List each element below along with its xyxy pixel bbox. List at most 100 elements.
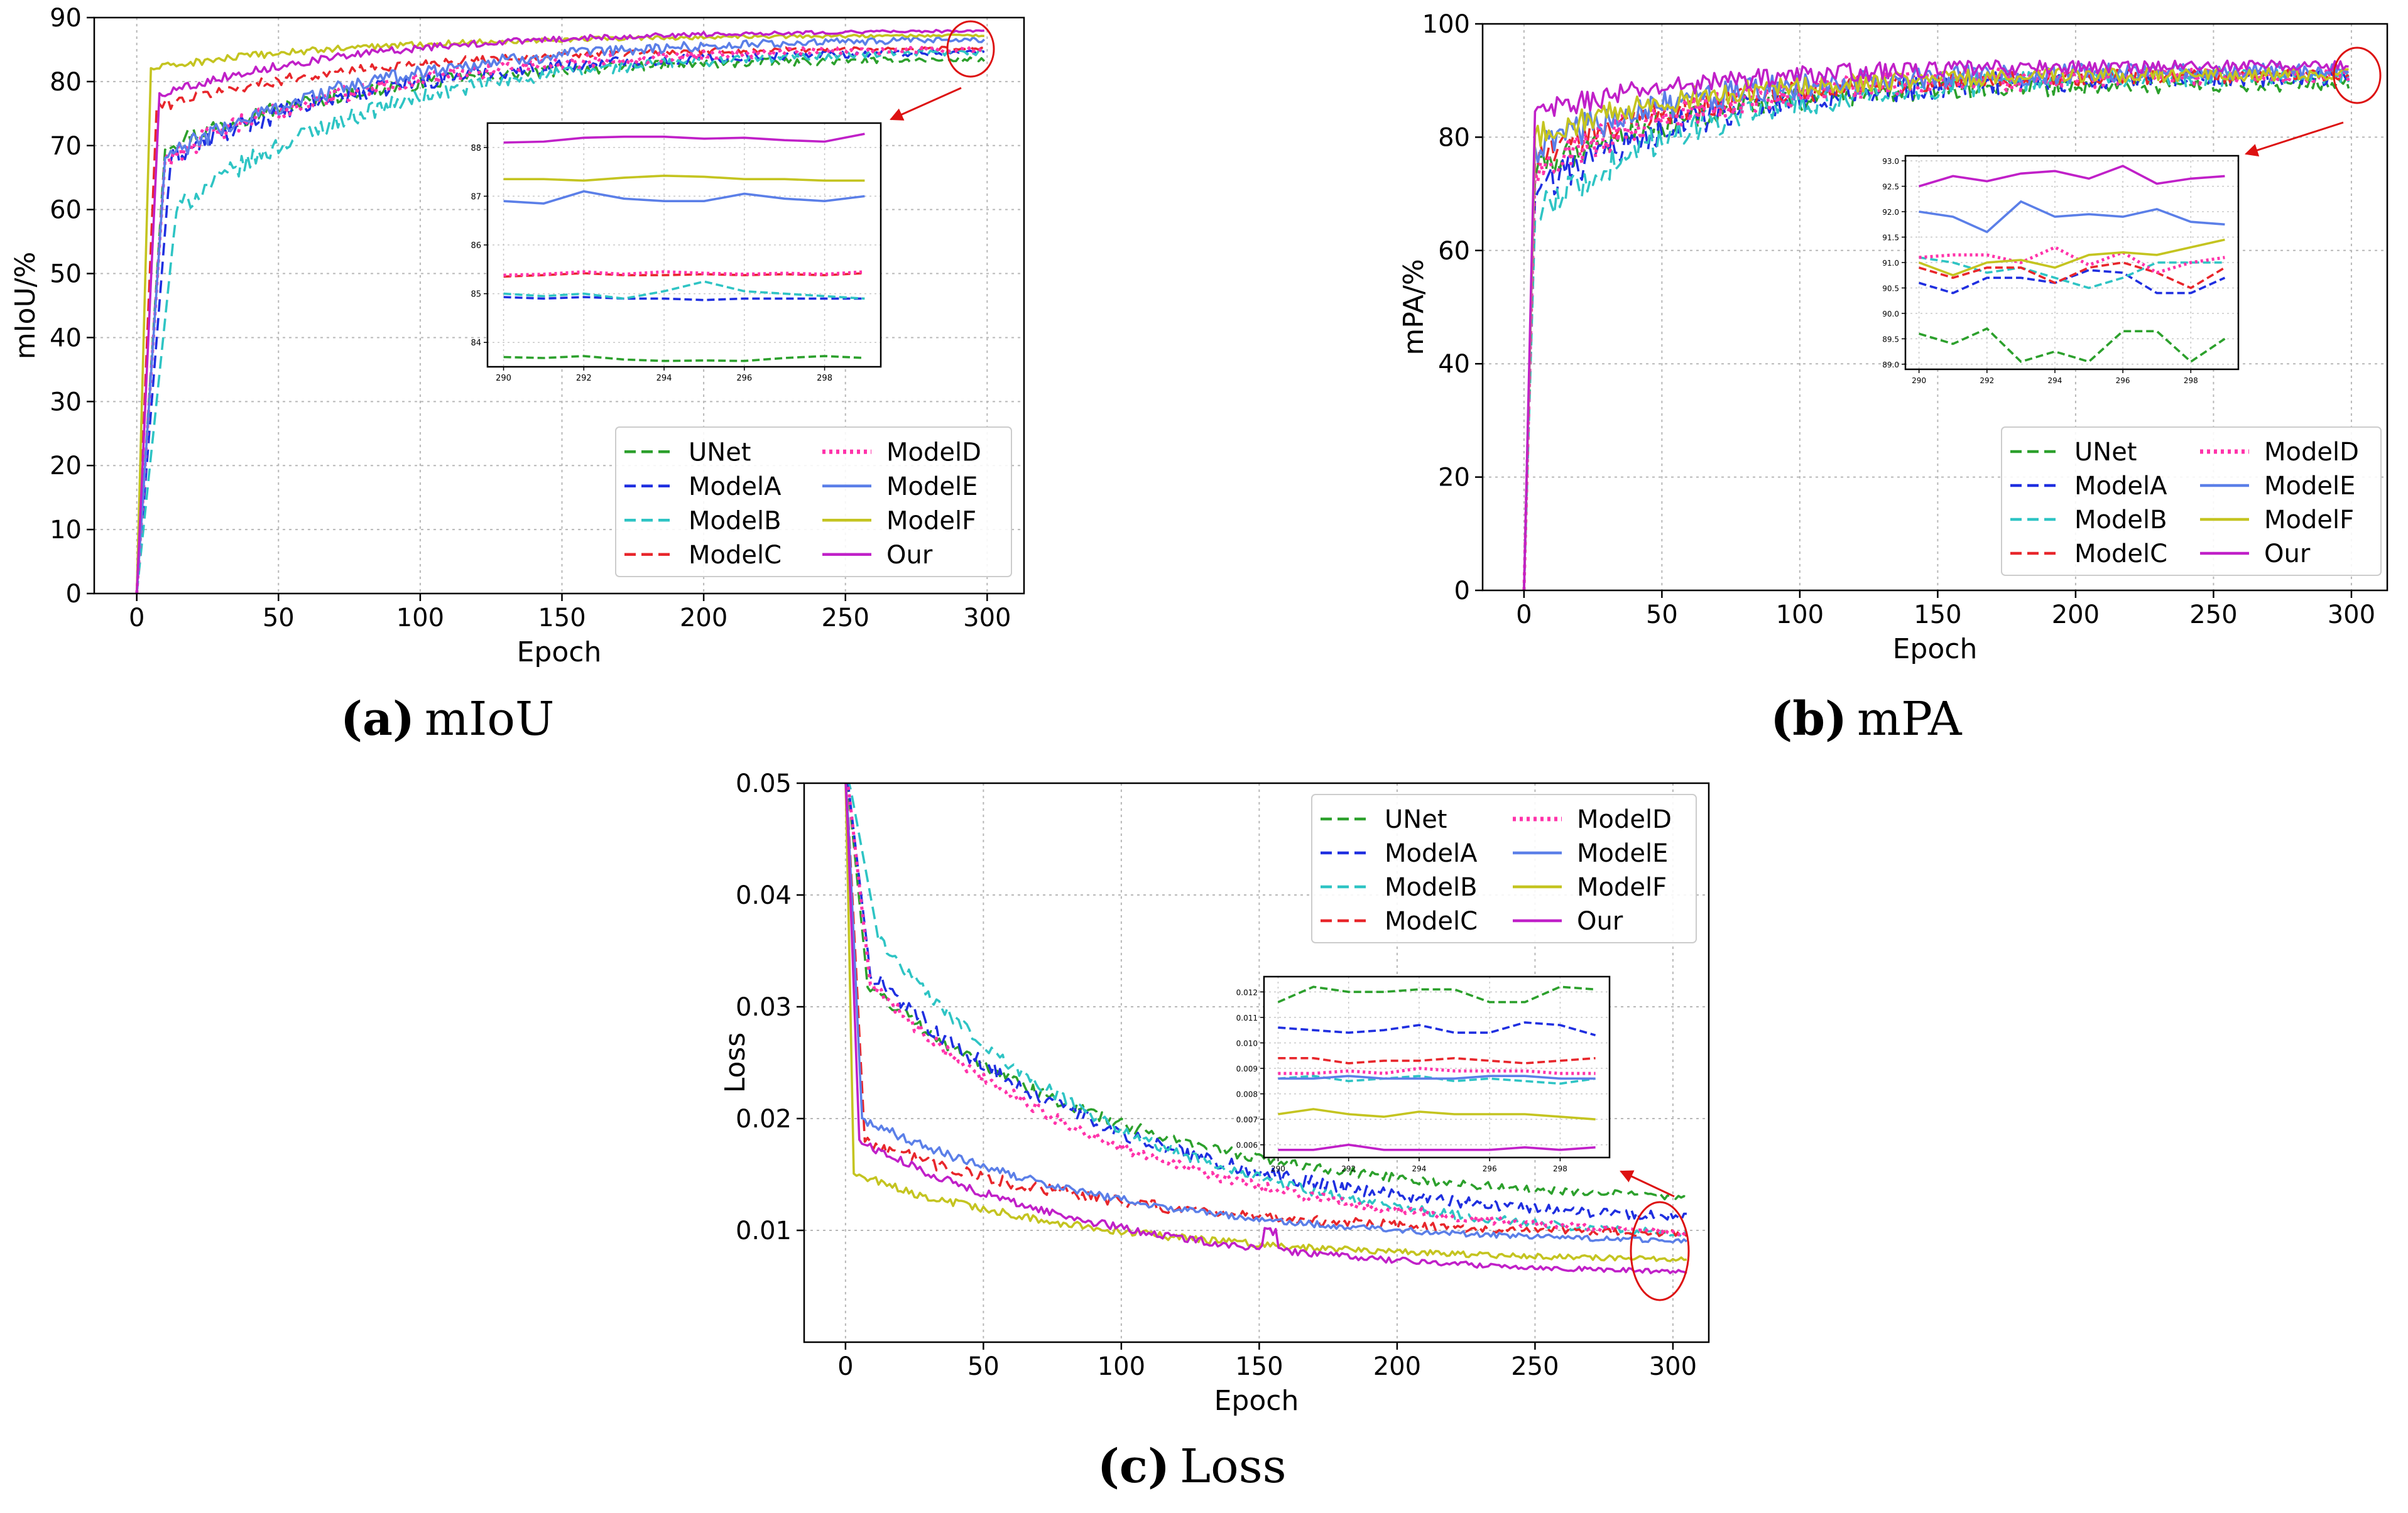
inset-frame xyxy=(1263,975,1611,1159)
inset-x-tick-label: 290 xyxy=(1912,376,1926,385)
y-tick-label: 0.02 xyxy=(736,1105,792,1134)
y-axis-label: Loss xyxy=(719,1033,751,1093)
legend-box xyxy=(1311,794,1697,943)
inset-bg xyxy=(1264,977,1610,1158)
legend-label-modele: ModelE xyxy=(2264,472,2355,501)
inset-x-tick-label: 294 xyxy=(2048,376,2062,385)
inset-y-tick-label: 91.0 xyxy=(1882,259,1899,268)
inset-y-tick-label: 86 xyxy=(471,241,481,251)
legend-box xyxy=(615,426,1012,577)
plot-frame xyxy=(93,16,1025,595)
x-tick-label: 100 xyxy=(1098,1352,1145,1381)
series-line-modela xyxy=(846,783,1687,1222)
inset-y-tick-label: 0.009 xyxy=(1236,1065,1258,1073)
x-tick-label: 50 xyxy=(1646,600,1678,629)
legend-label-modelf: ModelF xyxy=(1577,873,1667,902)
x-axis-label: Epoch xyxy=(1214,1385,1299,1417)
legend-label-modelf: ModelF xyxy=(2264,506,2354,534)
inset-y-tick-label: 89.5 xyxy=(1882,335,1899,344)
legend-label-unet: UNet xyxy=(2074,438,2137,467)
x-tick-label: 0 xyxy=(129,604,144,632)
y-tick-label: 60 xyxy=(50,196,82,225)
series-line-modeld xyxy=(845,783,1688,1237)
inset-y-tick-label: 93.0 xyxy=(1882,157,1899,166)
series-line-our xyxy=(135,28,984,594)
legend-label-modelc: ModelC xyxy=(1385,907,1478,936)
legend-label-modela: ModelA xyxy=(689,472,782,501)
series-line-modelb xyxy=(1523,67,2350,590)
x-tick-label: 0 xyxy=(1516,600,1532,629)
y-tick-label: 80 xyxy=(50,68,82,97)
y-axis-label: mIoU/% xyxy=(9,252,41,360)
series-line-modele xyxy=(135,36,986,594)
y-tick-label: 0.04 xyxy=(736,881,792,910)
inset-x-tick-label: 294 xyxy=(656,374,672,383)
highlight-circle xyxy=(1630,1201,1690,1301)
legend-b: UNet ModelA ModelB ModelC ModelD ModelE ModelF… xyxy=(2001,426,2382,576)
legend-label-modeld: ModelD xyxy=(2264,438,2359,467)
legend-c: UNet ModelA ModelB ModelC ModelD ModelE ModelF… xyxy=(1311,794,1697,943)
x-tick-label: 150 xyxy=(538,604,586,632)
inset-y-tick-label: 84 xyxy=(471,339,481,348)
y-tick-label: 50 xyxy=(50,260,82,289)
highlight-arrow xyxy=(890,87,962,121)
inset-line-modeld xyxy=(1919,245,2225,274)
highlight-arrow xyxy=(1620,1170,1675,1198)
legend-box xyxy=(2001,426,2382,576)
inset-line-modelf xyxy=(1918,238,2225,277)
x-tick-label: 200 xyxy=(680,604,727,632)
caption-letter-b: (b) xyxy=(1770,692,1847,746)
highlight-circle xyxy=(2333,46,2382,104)
inset-x-tick-label: 292 xyxy=(1341,1164,1356,1173)
plot-frame xyxy=(1481,23,2389,592)
inset-line-modela xyxy=(1919,269,2226,295)
inset-x-tick-label: 298 xyxy=(817,374,832,383)
inset-y-tick-label: 0.010 xyxy=(1236,1039,1258,1048)
inset-line-modelb xyxy=(503,280,865,300)
inset-y-tick-label: 85 xyxy=(471,290,481,300)
legend-label-modelb: ModelB xyxy=(689,506,782,535)
y-tick-label: 70 xyxy=(50,132,82,161)
inset-line-unet xyxy=(1277,985,1596,1004)
inset-y-tick-label: 0.006 xyxy=(1236,1141,1258,1150)
caption-text-a: mIoU xyxy=(425,692,554,746)
inset-x-tick-label: 290 xyxy=(496,374,511,383)
series-line-our xyxy=(844,783,1687,1274)
inset-x-tick-label: 296 xyxy=(2116,376,2130,385)
legend-label-modeld: ModelD xyxy=(886,438,981,467)
legend-label-unet: UNet xyxy=(689,438,751,467)
legend-label-modelb: ModelB xyxy=(1385,873,1478,902)
y-tick-label: 60 xyxy=(1438,237,1470,266)
series-group-c xyxy=(844,783,1688,1274)
series-line-modelf xyxy=(1523,67,2349,590)
x-axis-label: Epoch xyxy=(517,636,602,668)
inset-x-tick-label: 292 xyxy=(1980,376,1994,385)
y-tick-label: 20 xyxy=(50,452,82,480)
caption-letter-c: (c) xyxy=(1098,1440,1170,1494)
caption-text-c: Loss xyxy=(1180,1440,1287,1494)
x-tick-label: 200 xyxy=(2052,600,2100,629)
legend-label-our: Our xyxy=(886,541,933,570)
inset-line-modelc xyxy=(1278,1056,1596,1065)
x-tick-label: 150 xyxy=(1914,600,1961,629)
series-group-a xyxy=(135,28,986,594)
y-tick-label: 30 xyxy=(50,388,82,416)
legend-label-modelc: ModelC xyxy=(689,541,782,570)
inset-y-tick-label: 92.5 xyxy=(1882,183,1899,192)
legend-a: UNet ModelA ModelB ModelC ModelD ModelE ModelF… xyxy=(615,426,1012,577)
y-tick-label: 20 xyxy=(1438,464,1470,492)
y-tick-label: 100 xyxy=(1422,10,1470,39)
legend-label-modela: ModelA xyxy=(2074,472,2167,501)
series-line-unet xyxy=(845,783,1687,1201)
inset-b: 290 292 294 296 298 89.0 89.5 90.0 90.5 91.0 91.5 9… xyxy=(1882,155,2240,385)
x-tick-label: 250 xyxy=(1511,1352,1559,1381)
legend-label-modeld: ModelD xyxy=(1577,805,1672,834)
inset-y-tick-label: 0.007 xyxy=(1236,1115,1258,1124)
inset-y-tick-label: 89.0 xyxy=(1882,361,1899,369)
inset-y-tick-label: 88 xyxy=(471,144,481,153)
inset-line-modelc xyxy=(1919,261,2226,290)
x-tick-label: 300 xyxy=(2328,600,2375,629)
inset-line-unet xyxy=(503,355,865,362)
series-line-modeld xyxy=(135,45,986,594)
